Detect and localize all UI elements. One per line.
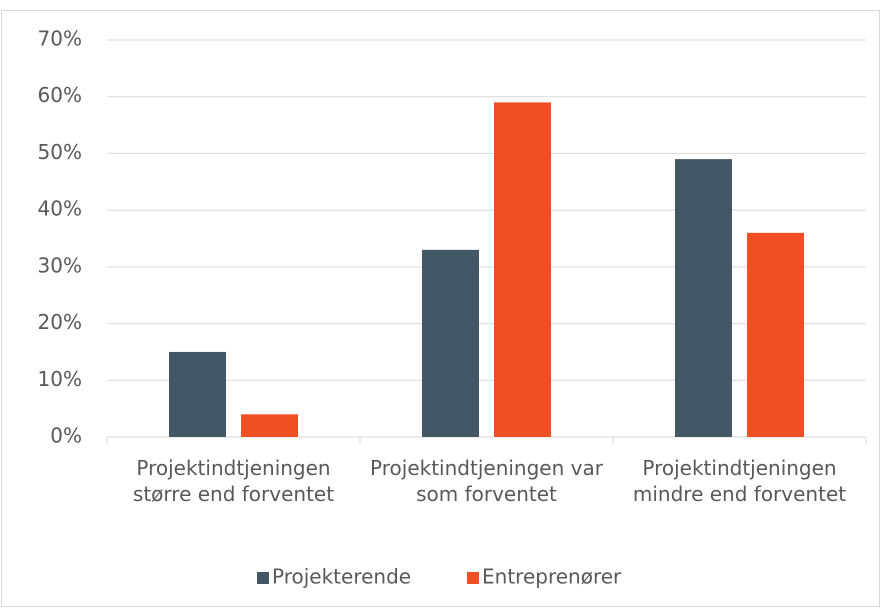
x-tick-label: Projektindtjeningen større end forventet bbox=[132, 456, 335, 506]
y-tick-label: 30% bbox=[38, 253, 82, 277]
y-tick-label: 40% bbox=[38, 197, 82, 221]
bar bbox=[169, 351, 226, 437]
x-tick-label: Projektindtjeningen var som forventet bbox=[370, 456, 603, 506]
y-tick-label: 20% bbox=[38, 310, 82, 334]
legend-swatch bbox=[257, 572, 269, 584]
y-tick-label: 10% bbox=[38, 367, 82, 391]
bar bbox=[675, 159, 732, 437]
legend-label: Entreprenører bbox=[482, 565, 622, 589]
y-tick-label: 50% bbox=[38, 140, 82, 164]
legend-label: Projekterende bbox=[272, 565, 411, 589]
bar bbox=[747, 232, 804, 437]
bar bbox=[422, 249, 479, 437]
x-tick-label: Projektindtjeningen mindre end forventet bbox=[632, 456, 847, 506]
y-tick-label: 0% bbox=[50, 424, 82, 448]
y-tick-label: 70% bbox=[38, 27, 82, 51]
bar bbox=[241, 414, 298, 437]
y-tick-label: 60% bbox=[38, 83, 82, 107]
bar bbox=[494, 102, 551, 437]
legend-swatch bbox=[467, 572, 479, 584]
